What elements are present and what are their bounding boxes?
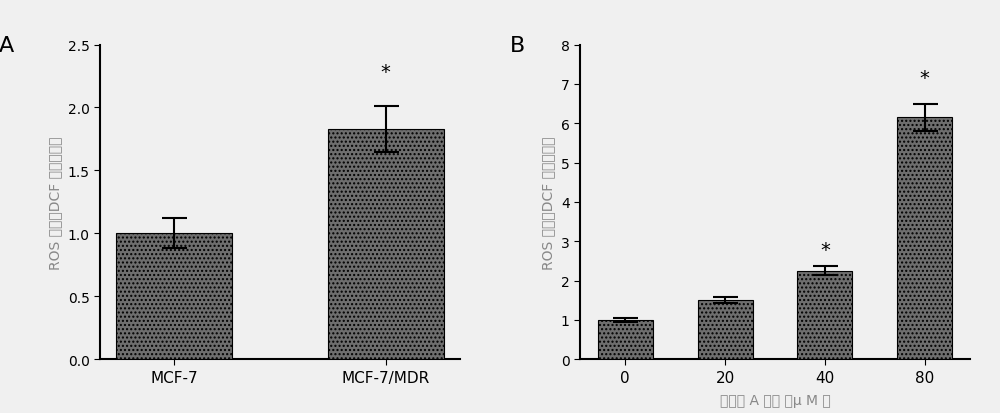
X-axis label: 丹酚酸 A 浓度 （μ M ）: 丹酚酸 A 浓度 （μ M ）: [720, 393, 830, 407]
Bar: [797, 271, 852, 359]
Bar: [598, 320, 653, 359]
Bar: [116, 234, 232, 359]
Text: A: A: [0, 36, 14, 56]
Y-axis label: ROS 浓度（DCF 荧光强度）: ROS 浓度（DCF 荧光强度）: [541, 136, 555, 269]
Text: *: *: [920, 69, 930, 88]
Text: *: *: [820, 240, 830, 259]
Y-axis label: ROS 浓度（DCF 荧光强度）: ROS 浓度（DCF 荧光强度）: [48, 136, 62, 269]
Text: *: *: [381, 63, 391, 82]
Bar: [328, 130, 444, 359]
Text: B: B: [510, 36, 525, 56]
Bar: [897, 118, 952, 359]
Bar: [698, 301, 753, 359]
